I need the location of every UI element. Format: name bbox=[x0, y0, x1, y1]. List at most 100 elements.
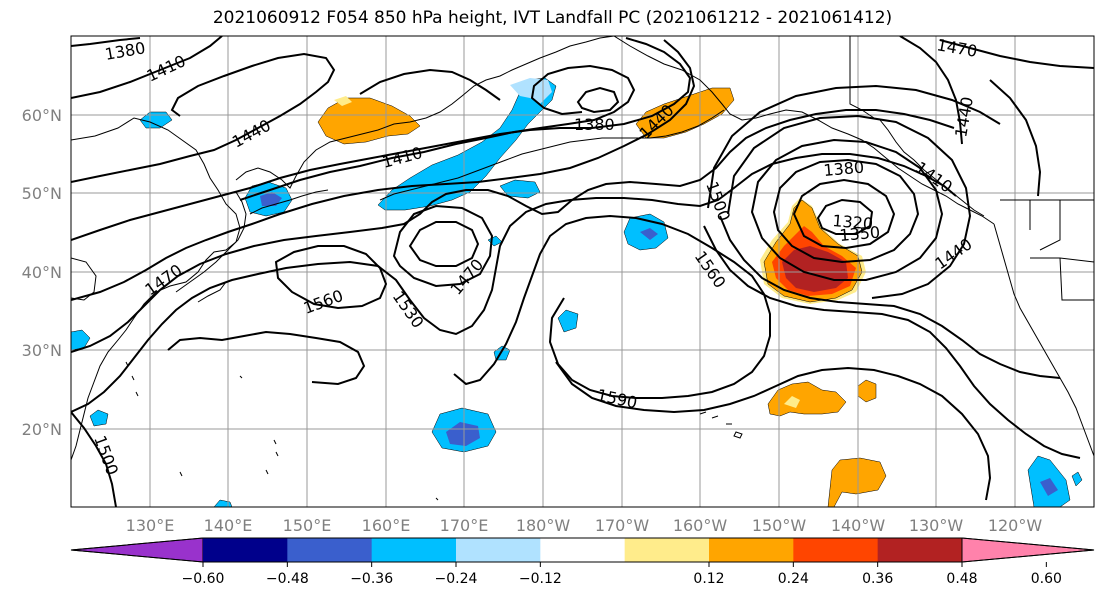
contour-1380-bering-low bbox=[576, 86, 620, 114]
coast-kuriles bbox=[249, 189, 329, 215]
coast-hawaii bbox=[699, 411, 743, 439]
contour-1380-northwest bbox=[71, 37, 141, 47]
colorbar-extend-high bbox=[961, 537, 1095, 563]
contour-1560-east bbox=[703, 225, 1081, 459]
lat-label-40n: 40°N bbox=[22, 263, 62, 282]
contour-1530-central bbox=[71, 153, 957, 413]
ivt-yellow-siberia-edge bbox=[334, 96, 352, 106]
lon-label-130w: 130°W bbox=[909, 516, 964, 535]
ivt-blue-tiny-southeast bbox=[1071, 471, 1083, 487]
map-frame bbox=[70, 35, 1095, 508]
coast-north-america-west bbox=[993, 223, 1094, 457]
ivt-orange-subtropic bbox=[767, 381, 847, 417]
ivt-darkblue-midpacific bbox=[640, 228, 658, 240]
ivt-blue-aleutian-band bbox=[377, 77, 557, 211]
ivt-positive-shading bbox=[317, 87, 887, 507]
contour-1410-bering bbox=[239, 64, 636, 201]
colorbar-tick-label: −0.12 bbox=[519, 571, 562, 587]
lon-label-170w: 170°W bbox=[595, 516, 650, 535]
lon-label-160e: 160°E bbox=[362, 516, 411, 535]
contour-1470-gulf bbox=[707, 84, 1001, 209]
ivt-blue-small-1 bbox=[557, 309, 579, 333]
contour-1380-closed-low bbox=[772, 158, 920, 264]
contour-label-1350-low: 1350 bbox=[839, 223, 881, 245]
colorbar-segment bbox=[456, 538, 541, 562]
contour-label-1380-low: 1380 bbox=[823, 158, 865, 180]
longitude-labels: 130°E 140°E 150°E 160°E 170°E 180°W 170°… bbox=[126, 516, 1043, 535]
coast-korea bbox=[71, 257, 97, 301]
contour-1560-west bbox=[274, 245, 388, 310]
colorbar: −0.60 −0.48 −0.36 −0.24 −0.12 0.12 0.24 0.36 0.4… bbox=[70, 537, 1095, 587]
coastlines bbox=[71, 36, 1094, 501]
colorbar-segment bbox=[624, 538, 710, 562]
contour-1320-closed-low bbox=[816, 198, 874, 235]
contour-label-1320-low: 1320 bbox=[832, 211, 874, 233]
coast-japan bbox=[175, 191, 247, 303]
contour-1500-central bbox=[71, 109, 955, 353]
colorbar-tick-label: 0.12 bbox=[693, 571, 724, 587]
colorbar-tick-label: −0.48 bbox=[266, 571, 309, 587]
lon-label-170e: 170°E bbox=[440, 516, 489, 535]
lat-label-50n: 50°N bbox=[22, 184, 62, 203]
contour-1440-gulf bbox=[727, 114, 972, 299]
map-title: 2021060912 F054 850 hPa height, IVT Land… bbox=[212, 8, 893, 28]
contour-1590-subtropical bbox=[555, 361, 992, 501]
contour-1440-aleutian bbox=[71, 37, 692, 241]
lat-label-20n: 20°N bbox=[22, 420, 62, 439]
ivt-yellow-subtropic-hole bbox=[784, 396, 800, 408]
lon-label-150w: 150°W bbox=[752, 516, 807, 535]
lat-label-30n: 30°N bbox=[22, 341, 62, 360]
coast-canada-islands bbox=[879, 119, 985, 217]
contour-1470-northeast bbox=[939, 39, 1094, 69]
colorbar-tick-label: −0.36 bbox=[350, 571, 393, 587]
border-us-states bbox=[1029, 200, 1094, 301]
colorbar-tick-label: 0.60 bbox=[1031, 571, 1062, 587]
ivt-negative-shading bbox=[71, 77, 1083, 507]
ivt-darkred-gulf bbox=[782, 246, 848, 292]
colorbar-segment bbox=[540, 538, 626, 562]
contour-1440-northeast bbox=[989, 79, 1042, 197]
colorbar-tick-label: 0.48 bbox=[946, 571, 977, 587]
contour-1470-aleutian bbox=[71, 39, 696, 301]
coast-kamchatka bbox=[235, 36, 615, 189]
colorbar-segment bbox=[793, 538, 879, 562]
colorbar-tick-label: −0.60 bbox=[182, 571, 225, 587]
colorbar-labels: −0.60 −0.48 −0.36 −0.24 −0.12 0.12 0.24 0.36 0.4… bbox=[182, 571, 1062, 587]
map-content: 1380 1410 1440 1410 1380 1440 1470 1440 … bbox=[71, 36, 1094, 507]
colorbar-segment bbox=[709, 538, 794, 562]
colorbar-segments bbox=[70, 537, 1095, 563]
lon-label-150e: 150°E bbox=[283, 516, 332, 535]
contour-1440-northwest bbox=[71, 52, 336, 183]
contour-1500-closed-low bbox=[392, 204, 494, 288]
colorbar-segment bbox=[203, 538, 288, 562]
contour-1440-siberia bbox=[359, 68, 501, 101]
coast-pacific-islands bbox=[125, 361, 439, 501]
colorbar-segment bbox=[877, 538, 963, 562]
colorbar-segment bbox=[287, 538, 373, 562]
contour-1410-closed-low bbox=[750, 138, 944, 281]
lon-label-130e: 130°E bbox=[126, 516, 175, 535]
contour-1410-northwest bbox=[71, 36, 223, 99]
colorbar-tick-label: −0.24 bbox=[435, 571, 478, 587]
lon-label-160w: 160°W bbox=[673, 516, 728, 535]
ivt-lightblue-aleutian-edge bbox=[510, 78, 552, 104]
coast-aleutians bbox=[379, 109, 725, 201]
lon-label-120w: 120°W bbox=[988, 516, 1043, 535]
coast-asia-east bbox=[71, 117, 241, 461]
colorbar-extend-low bbox=[70, 537, 204, 563]
ivt-darkblue-southeast bbox=[1040, 478, 1058, 496]
colorbar-segment bbox=[371, 538, 457, 562]
lon-label-140w: 140°W bbox=[831, 516, 886, 535]
height-contours bbox=[71, 36, 1094, 507]
colorbar-tick-label: 0.24 bbox=[778, 571, 809, 587]
contour-label-1380-bering: 1380 bbox=[574, 115, 615, 134]
border-alaska-canada bbox=[849, 36, 875, 119]
coast-alaska bbox=[613, 36, 995, 225]
contour-1530-west-loop bbox=[167, 330, 366, 386]
ivt-darkblue-kamchatka bbox=[260, 192, 282, 206]
latitude-labels: 60°N 50°N 40°N 30°N 20°N bbox=[22, 106, 62, 439]
ivt-blue-west-small bbox=[89, 409, 109, 427]
contour-1500-east bbox=[719, 215, 1061, 379]
ivt-darkblue-hawaii-west bbox=[446, 422, 480, 446]
